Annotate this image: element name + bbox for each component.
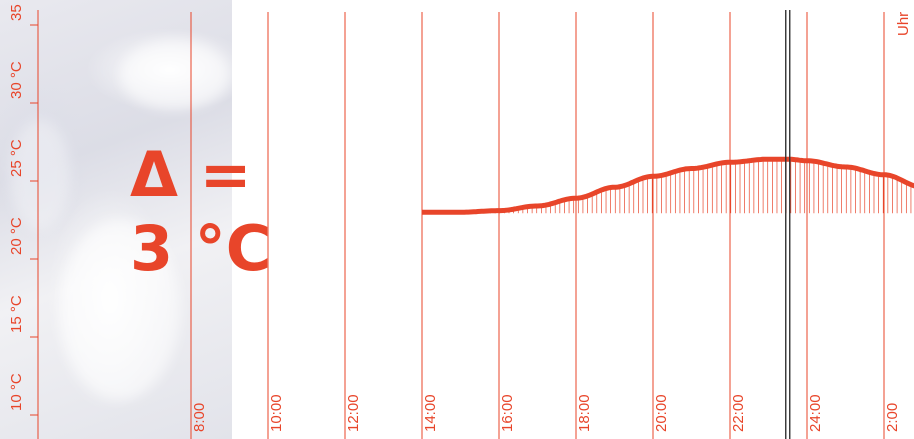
current-time-marker	[785, 10, 791, 439]
x-tick-label: 16:00	[499, 394, 516, 432]
x-tick-label: 18:00	[576, 394, 593, 432]
x-tick-label: 14:00	[422, 394, 439, 432]
x-tick-label: 8:00	[191, 403, 208, 432]
temperature-delta-headline: Δ = 3 °C	[130, 138, 271, 286]
delta-line-2: 3 °C	[130, 212, 272, 285]
x-tick-label: 20:00	[653, 394, 670, 432]
y-axis-ticks: 10 °C 15 °C 20 °C 25 °C 30 °C 35 °C	[8, 0, 38, 416]
x-tick-label: 12:00	[345, 394, 362, 432]
y-tick-label: 10 °C	[8, 373, 25, 411]
y-tick-label: 25 °C	[8, 139, 25, 177]
x-tick-label: 10:00	[268, 394, 285, 432]
temperature-line	[422, 156, 914, 215]
x-axis-ticks: 8:00 10:00 12:00 14:00 16:00 18:00 20:00 22:00 2…	[191, 394, 901, 432]
temperature-series	[421, 156, 914, 215]
x-tick-label: 2:00	[884, 403, 901, 432]
y-tick-label: 35 °C	[8, 0, 25, 21]
temperature-hatch-fill	[485, 159, 912, 214]
y-tick-label: 20 °C	[8, 217, 25, 255]
y-tick-label: 30 °C	[8, 61, 25, 99]
time-gridlines	[37, 10, 885, 439]
y-tick-label: 15 °C	[8, 295, 25, 333]
x-tick-label: 24:00	[807, 394, 824, 432]
fabric-background-image	[0, 0, 232, 439]
x-axis-label: Uhr	[895, 12, 912, 36]
delta-line-1: Δ =	[130, 138, 252, 211]
x-tick-label: 22:00	[730, 394, 747, 432]
